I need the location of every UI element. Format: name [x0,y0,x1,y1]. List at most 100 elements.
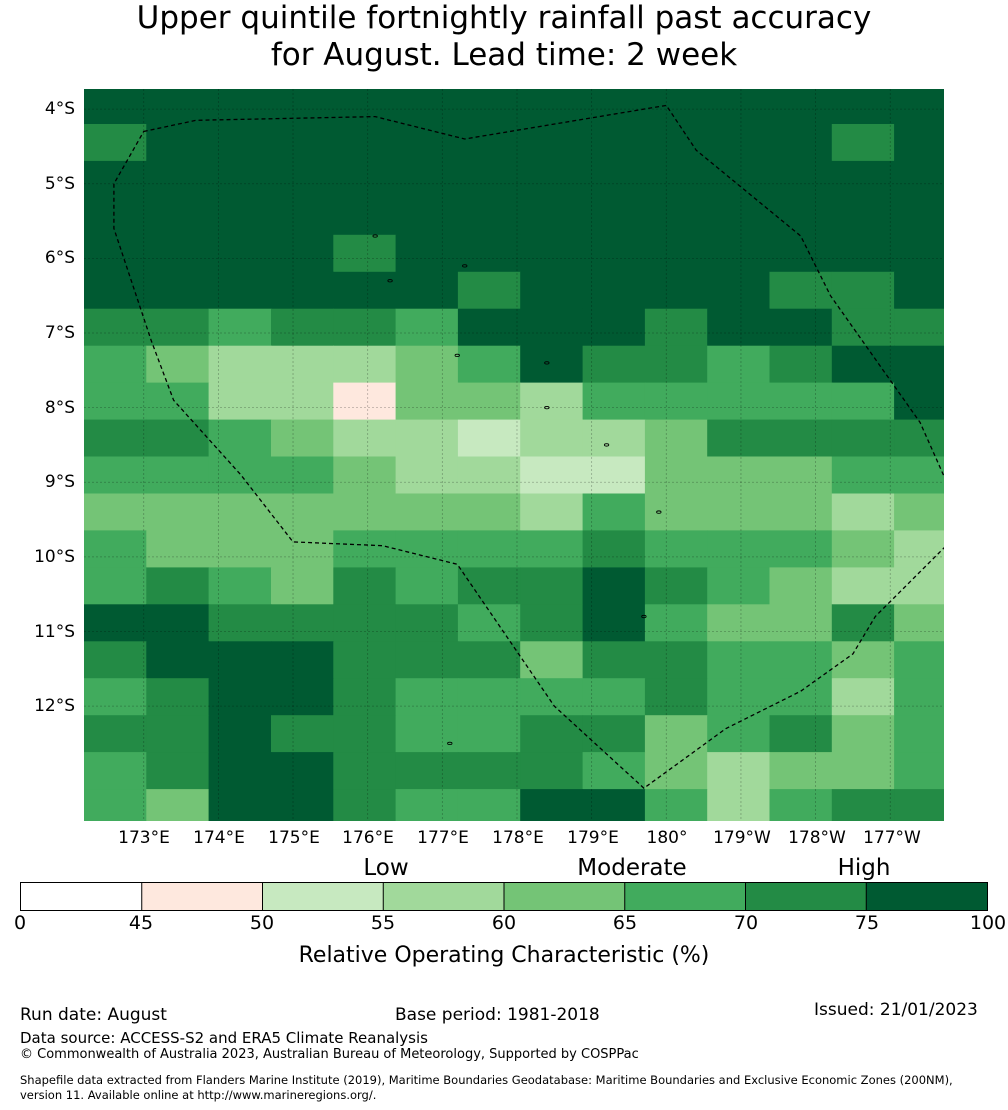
grid-cell [395,234,459,273]
grid-cell [271,530,334,568]
grid-cell [769,382,833,421]
grid-cell [208,789,272,821]
grid-cell [644,752,708,790]
grid-cell [395,678,459,716]
grid-cell [333,456,397,495]
grid-cell [395,124,459,162]
run-date: Run date: August [20,1005,167,1025]
grid-cell [582,678,646,716]
grid-cell [582,89,646,125]
lon-label: 173°E [118,828,170,848]
grid-cell [84,530,147,568]
grid-cell [146,789,210,821]
grid-cell [644,382,708,421]
grid-cell [520,345,584,384]
grid-cell [333,641,397,679]
grid-cell [894,604,944,642]
grid-cell [520,493,584,532]
grid-cell [831,124,895,162]
grid-cell [333,124,397,162]
grid-cell [395,715,459,753]
grid-cell [208,89,272,125]
grid-cell [831,493,895,532]
grid-cell [84,89,147,125]
grid-cell [84,271,147,310]
grid-cell [395,382,459,421]
grid-cell [395,419,459,458]
data-source: Data source: ACCESS-S2 and ERA5 Climate … [20,1029,428,1047]
grid-cell [146,160,210,199]
lon-label: 177°W [863,828,921,848]
grid-cell [644,271,708,310]
island-outline [544,361,550,365]
lon-label: 178°W [788,828,846,848]
grid-cell [894,456,944,495]
grid-cell [831,160,895,199]
grid-cell [831,308,895,347]
grid-cell [894,345,944,384]
grid-cell [644,419,708,458]
grid-cell [84,789,147,821]
grid-cell [707,89,771,125]
grid-cell [769,641,833,679]
grid-cell [333,197,397,236]
map-title-line1: Upper quintile fortnightly rainfall past… [136,0,872,36]
grid-cell [457,308,521,347]
legend-category-moderate: Moderate [577,855,687,881]
grid-cell [146,715,210,753]
grid-cell [333,530,397,568]
grid-cell [146,641,210,679]
grid-cell [457,419,521,458]
grid-cell [84,493,147,532]
grid-cell [271,197,334,236]
grid-cell [208,715,272,753]
grid-cell [769,567,833,605]
grid-cell [84,715,147,753]
grid-cell [271,567,334,605]
grid-cell [84,641,147,679]
color-bar-tick: 0 [13,912,27,934]
grid-cell [333,345,397,384]
grid-cell [894,382,944,421]
color-bar-tick: 70 [733,912,759,934]
island-outline [462,264,468,268]
grid-cell [457,752,521,790]
grid-cell [520,678,584,716]
island-outline [656,510,662,514]
grid-cell [395,197,459,236]
grid-cell [271,160,334,199]
grid-cell [208,678,272,716]
grid-cell [894,89,944,125]
grid-cell [582,160,646,199]
grid-cell [644,89,708,125]
grid-cell [146,271,210,310]
grid-cell [707,345,771,384]
grid-cell [146,308,210,347]
grid-cell [84,234,147,273]
color-bar-segment [383,883,505,910]
grid-cell [707,197,771,236]
grid-cell [208,308,272,347]
issued-date: Issued: 21/01/2023 [814,1000,978,1020]
grid-cell [146,89,210,125]
grid-cell [582,715,646,753]
lat-label: 10°S [34,547,75,567]
color-bar-title: Relative Operating Characteristic (%) [298,943,710,968]
grid-cell [894,124,944,162]
grid-cell [769,89,833,125]
grid-cell [520,308,584,347]
lon-label: 174°E [193,828,245,848]
grid-cell [831,271,895,310]
grid-cell [769,124,833,162]
grid-cell [520,604,584,642]
grid-cell [457,456,521,495]
grid-cell [582,530,646,568]
grid-cell [457,641,521,679]
grid-cell [894,197,944,236]
grid-cell [208,382,272,421]
grid-cell [769,197,833,236]
grid-cell [582,456,646,495]
color-bar-tick: 45 [128,912,154,934]
grid-cell [644,567,708,605]
grid-cell [457,345,521,384]
